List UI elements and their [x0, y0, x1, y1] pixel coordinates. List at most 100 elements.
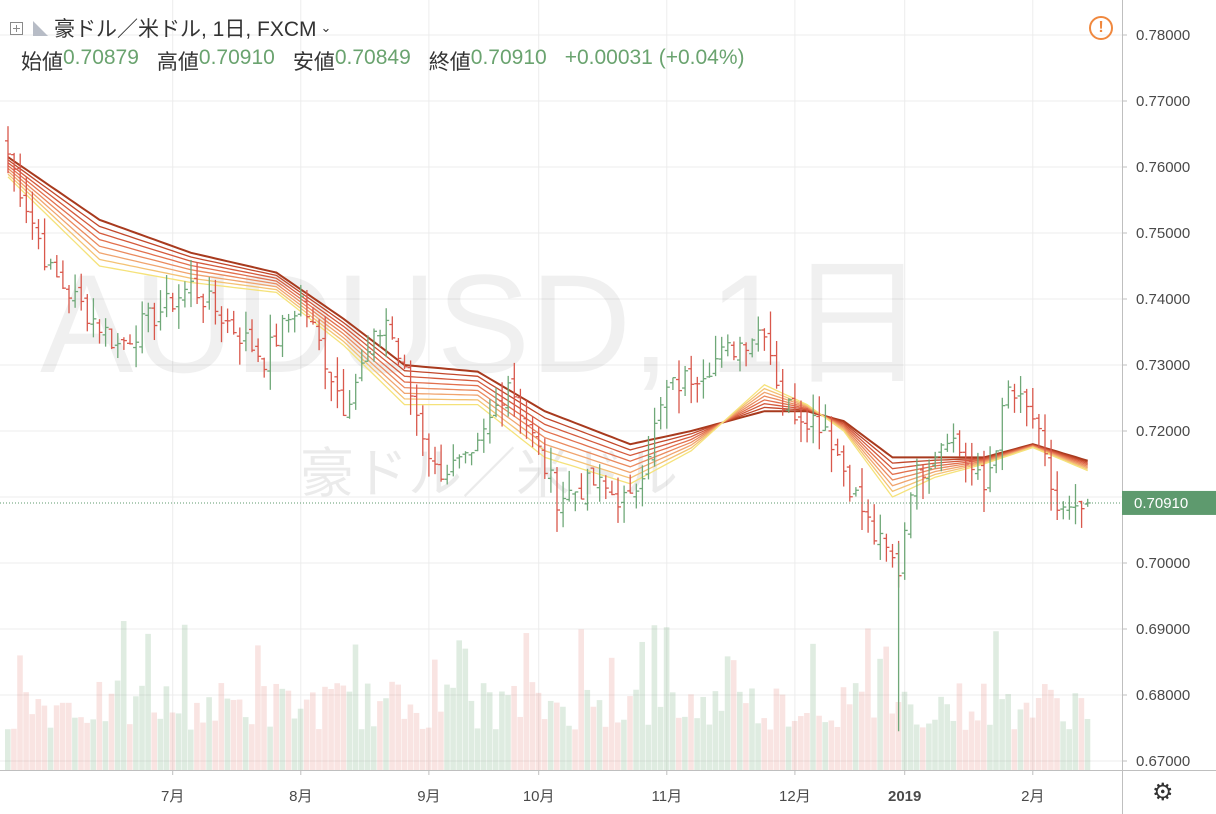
volume-bar — [5, 729, 11, 770]
ma-ribbon — [7, 156, 1088, 498]
volume-bar — [773, 688, 780, 770]
volume-bar — [163, 686, 170, 770]
volume-bar — [1078, 698, 1085, 770]
volume-bar — [657, 706, 664, 770]
volume-bar — [194, 702, 200, 770]
volume-bar — [1084, 718, 1091, 770]
volume-bar — [1035, 698, 1042, 770]
volume-bar — [816, 715, 822, 770]
volume-bar — [303, 699, 310, 770]
volume-bar — [700, 696, 706, 770]
symbol-header[interactable]: 豪ドル／米ドル, 1日, FXCM ⌄ — [6, 14, 331, 42]
volume-bar — [560, 706, 566, 770]
volume-bar — [120, 621, 127, 770]
volume-bar — [377, 701, 383, 770]
symbol-title[interactable]: 豪ドル／米ドル, 1日, FXCM — [54, 18, 317, 41]
price-tick-label: 0.69000 — [1136, 621, 1190, 638]
volume-bar — [932, 719, 938, 770]
volume-bar — [956, 683, 963, 770]
last-price-label: 0.70910 — [1122, 490, 1216, 515]
volume-bar — [1060, 721, 1066, 770]
volume-bar — [859, 691, 865, 770]
volume-bar — [950, 720, 957, 770]
volume-bar — [926, 723, 932, 770]
time-tick-label: 9月 — [417, 788, 440, 805]
chevron-down-icon[interactable]: ⌄ — [320, 20, 332, 35]
volume-bar — [962, 729, 969, 770]
volume-bar — [66, 702, 72, 770]
ribbon-line — [7, 162, 1088, 470]
volume-bar — [871, 717, 877, 770]
volume-bar — [615, 722, 621, 770]
volume-bar — [730, 660, 737, 770]
volume-bar — [840, 687, 847, 770]
volume-bar — [846, 704, 853, 770]
low-value: 0.70849 — [334, 46, 411, 69]
volume-bar — [206, 697, 212, 770]
volume-bar — [791, 720, 798, 770]
volume-bar — [883, 646, 889, 770]
volume-bar — [517, 716, 523, 770]
volume-bar — [602, 726, 609, 770]
volume-bar — [907, 704, 914, 770]
volume-bar — [59, 702, 66, 770]
volume-bar — [944, 704, 950, 770]
price-tick-label: 0.76000 — [1136, 159, 1190, 176]
volume-bar — [852, 683, 859, 770]
warning-icon[interactable]: ! — [1089, 16, 1113, 40]
price-tick-label: 0.75000 — [1136, 225, 1190, 242]
low-label: 安値 — [292, 51, 335, 74]
volume-bar — [297, 708, 304, 770]
volume-bar — [682, 716, 688, 770]
volume-bar — [968, 711, 975, 770]
volume-bar — [999, 699, 1005, 770]
close-label: 終値 — [428, 51, 471, 74]
volume-bar — [151, 712, 157, 770]
volume-bar — [181, 624, 188, 770]
gear-icon[interactable]: ⚙ — [1152, 779, 1174, 806]
volume-bar — [798, 716, 804, 770]
volume-bar — [108, 693, 115, 770]
volume-bar — [340, 685, 347, 770]
volume-bar — [828, 720, 835, 770]
volume-bar — [371, 726, 377, 770]
volume-bar — [621, 719, 627, 770]
volume-bar — [279, 688, 286, 770]
volume-bar — [438, 711, 444, 770]
volume-bar — [974, 720, 981, 770]
volume-bar — [23, 692, 29, 770]
time-tick-label: 2月 — [1021, 788, 1044, 805]
change-value: +0.00031 (+0.04%) — [564, 46, 745, 69]
volume-bar — [493, 729, 499, 770]
volume-bar — [651, 625, 658, 770]
time-tick-label: 8月 — [289, 788, 312, 805]
volume-bar — [11, 728, 17, 770]
volume-bar — [1072, 693, 1079, 770]
volume-bar — [663, 627, 670, 770]
volume-bar — [200, 722, 206, 770]
volume-bar — [913, 724, 920, 770]
volume-bar — [310, 692, 316, 770]
volume-bar — [78, 717, 84, 770]
ribbon-line — [7, 173, 1088, 493]
volume-bar — [529, 682, 536, 770]
price-bars — [5, 126, 1091, 732]
volume-bar — [29, 714, 35, 770]
volume-bar — [578, 629, 584, 770]
ribbon-line — [7, 159, 1088, 464]
price-axis[interactable]: 0.78000 0.77000 0.76000 0.75000 0.74000 0.730… — [1122, 27, 1190, 770]
time-tick-label: 10月 — [523, 788, 555, 805]
volume-bar — [755, 723, 761, 770]
time-axis[interactable]: 7月 8月 9月 10月 11月 12月 2019 2月 — [161, 770, 1044, 805]
volume-bar — [242, 717, 249, 770]
flag-icon[interactable] — [33, 20, 48, 36]
volume-bar — [157, 718, 164, 770]
add-symbol-icon[interactable] — [10, 21, 23, 35]
volume-bar — [834, 726, 841, 770]
volume-bar — [346, 691, 353, 770]
volume-bar — [1066, 729, 1072, 770]
volume-bar — [767, 729, 774, 770]
ribbon-line — [7, 176, 1088, 498]
volume-bar — [920, 727, 926, 770]
